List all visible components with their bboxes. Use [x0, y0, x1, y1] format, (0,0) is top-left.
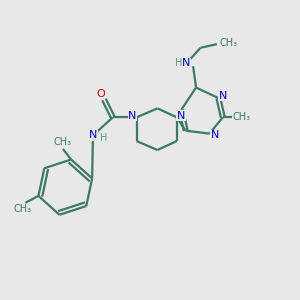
Text: N: N — [89, 130, 97, 140]
Text: CH₃: CH₃ — [14, 204, 32, 214]
Text: CH₃: CH₃ — [219, 38, 237, 48]
Text: N: N — [211, 130, 219, 140]
Text: N: N — [182, 58, 191, 68]
Text: N: N — [219, 91, 227, 100]
Text: CH₃: CH₃ — [233, 112, 251, 122]
Text: O: O — [96, 89, 105, 99]
Text: CH₃: CH₃ — [54, 137, 72, 148]
Text: H: H — [175, 58, 182, 68]
Text: N: N — [177, 111, 185, 121]
Text: H: H — [100, 133, 108, 142]
Text: N: N — [128, 111, 137, 121]
